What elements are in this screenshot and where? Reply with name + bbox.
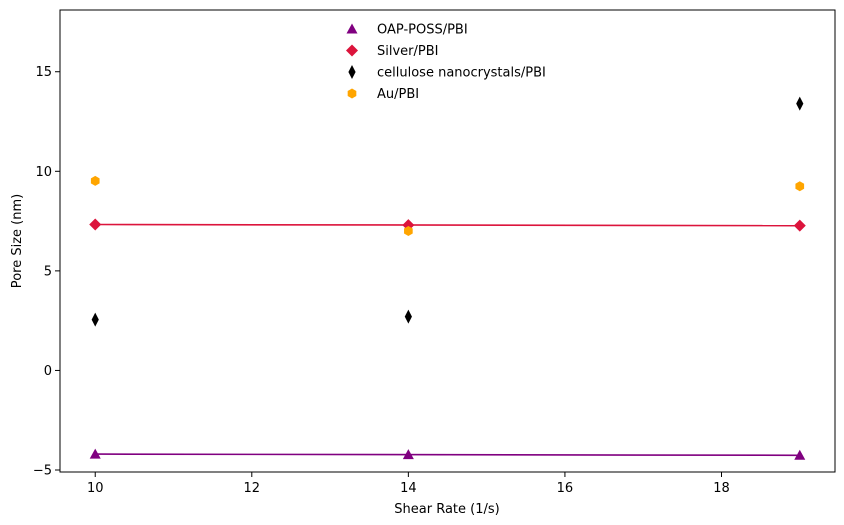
- y-tick-label: 10: [35, 165, 52, 180]
- y-tick-label: 15: [35, 65, 52, 80]
- legend-marker-series-2: [348, 65, 356, 79]
- legend-label: cellulose nanocrystals/PBI: [377, 66, 546, 81]
- data-point-series-2: [91, 312, 99, 327]
- fit-line-series-0: [95, 453, 800, 457]
- y-tick-label: −5: [33, 464, 52, 479]
- legend-label: OAP-POSS/PBI: [377, 23, 468, 38]
- x-tick-label: 12: [244, 481, 261, 496]
- data-point-series-3: [404, 226, 413, 237]
- x-tick-label: 18: [713, 481, 730, 496]
- y-axis-title: Pore Size (nm): [10, 194, 25, 288]
- plot-area: [59, 9, 836, 473]
- data-point-series-2: [404, 309, 412, 324]
- x-tick-label: 16: [557, 481, 574, 496]
- legend-label: Silver/PBI: [377, 44, 438, 59]
- x-tick-label: 10: [87, 481, 104, 496]
- data-point-series-1: [793, 219, 806, 232]
- y-tick-label: 0: [44, 364, 52, 379]
- data-point-series-3: [795, 181, 805, 192]
- legend-label: Au/PBI: [377, 87, 419, 102]
- y-tick-label: 5: [44, 264, 52, 279]
- legend-marker-series-0: [346, 23, 358, 34]
- legend: OAP-POSS/PBI Silver/PBI cellulose nanocrys…: [346, 23, 546, 102]
- data-point-series-0: [402, 449, 414, 460]
- data-point-series-2: [796, 96, 804, 111]
- x-tick-label: 14: [400, 481, 417, 496]
- legend-marker-series-3: [347, 88, 357, 99]
- x-axis-title: Shear Rate (1/s): [394, 502, 499, 517]
- data-point-series-0: [89, 448, 101, 459]
- data-point-series-3: [90, 175, 100, 186]
- data-point-series-0: [794, 449, 806, 460]
- data-point-series-1: [89, 218, 102, 231]
- fit-line-series-1: [95, 223, 800, 227]
- legend-marker-series-1: [346, 44, 358, 57]
